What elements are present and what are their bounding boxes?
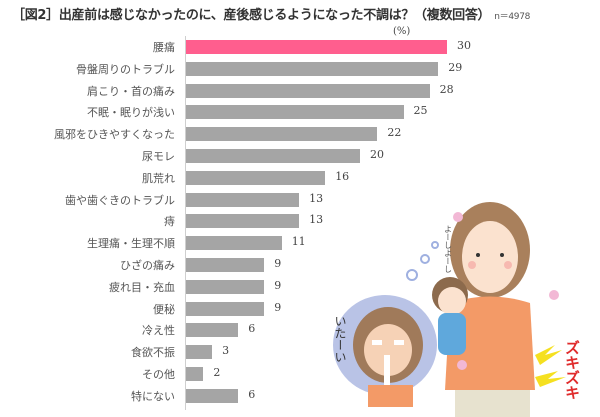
bar-row: 肌荒れ 16 [0, 168, 600, 190]
bar-row: 冷え性 6 [0, 320, 600, 342]
value-label: 2 [213, 366, 221, 379]
bar-row: 不眠・眠りが浅い 25 [0, 102, 600, 124]
bar-row: 肩こり・首の痛み 28 [0, 81, 600, 103]
category-label: 歯や歯ぐきのトラブル [65, 193, 175, 207]
chart-title-text: ［図2］出産前は感じなかったのに、産後感じるようになった不調は？（複数回答） [12, 8, 491, 23]
value-label: 11 [291, 235, 306, 249]
category-label: 腰痛 [153, 41, 175, 54]
bar-row: 疲れ目・充血 9 [0, 277, 600, 299]
bar [186, 388, 239, 403]
category-label: 肌荒れ [142, 171, 175, 185]
category-label: 疲れ目・充血 [109, 280, 175, 294]
value-label: 25 [413, 104, 428, 118]
category-label: 不眠・眠りが浅い [87, 106, 175, 120]
bar [186, 192, 300, 207]
bar-row: 特にない 6 [0, 386, 600, 408]
category-label: 肩こり・首の痛み [87, 84, 175, 98]
chart-title: ［図2］出産前は感じなかったのに、産後感じるようになった不調は？（複数回答） n＝… [12, 4, 530, 23]
bar-row: 腰痛 30 [0, 37, 600, 59]
bar-row: 食欲不振 3 [0, 342, 600, 364]
category-label: 生理痛・生理不順 [87, 237, 175, 251]
bar [186, 367, 204, 381]
bar [186, 83, 430, 98]
bar [186, 279, 265, 294]
bar-row: 便秘 9 [0, 299, 600, 321]
bar [186, 301, 265, 316]
sample-size: n＝4978 [494, 12, 531, 22]
category-label: 骨盤周りのトラブル [76, 62, 175, 76]
value-label: 20 [370, 148, 384, 161]
category-label: ひざの痛み [120, 259, 175, 272]
category-label: 特にない [131, 389, 175, 403]
svg-text:いたーい: いたーい [333, 315, 347, 363]
value-label: 6 [248, 322, 256, 336]
category-label: 冷え性 [142, 324, 175, 338]
svg-text:よーしよーし: よーしよーし [444, 225, 453, 273]
category-label: その他 [142, 368, 175, 381]
value-label: 22 [387, 126, 402, 140]
bar [186, 105, 404, 120]
category-label: 便秘 [153, 302, 175, 316]
value-label: 28 [439, 82, 454, 96]
bar [186, 236, 282, 251]
mother-baby-illustration: ズキズキ よーしよーし いたーい [333, 202, 581, 417]
value-label: 30 [457, 39, 471, 52]
bar [186, 61, 439, 76]
value-label: 3 [222, 344, 230, 358]
svg-text:ズキズキ: ズキズキ [563, 339, 581, 400]
value-label: 9 [274, 278, 282, 292]
value-label: 9 [274, 257, 282, 270]
lightning-icon [535, 345, 562, 365]
value-label: 16 [335, 169, 350, 183]
bar [186, 170, 326, 185]
value-label: 13 [309, 191, 324, 205]
bar [186, 40, 447, 54]
category-label: 風邪をひきやすくなった [54, 128, 175, 142]
value-label: 13 [309, 213, 324, 227]
bar [186, 258, 265, 272]
bar-row: 骨盤周りのトラブル 29 [0, 59, 600, 81]
bar-row: 痔 13 [0, 211, 600, 233]
bar [186, 323, 239, 338]
category-label: 食欲不振 [131, 346, 175, 360]
bar-row: 尿モレ 20 [0, 146, 600, 168]
category-axis [185, 36, 186, 410]
bar-row: ひざの痛み 9 [0, 255, 600, 277]
bar-row: その他 2 [0, 364, 600, 386]
value-label: 6 [248, 387, 256, 401]
bar [186, 214, 300, 229]
category-label: 尿モレ [142, 150, 175, 163]
bar-row: 歯や歯ぐきのトラブル 13 [0, 190, 600, 212]
bar-row: 生理痛・生理不順 11 [0, 233, 600, 255]
bar [186, 149, 360, 163]
category-label: 痔 [164, 215, 175, 229]
bar [186, 127, 378, 142]
bar [186, 345, 213, 360]
unit-label: (%) [393, 26, 411, 37]
bar-row: 風邪をひきやすくなった 22 [0, 124, 600, 146]
value-label: 29 [448, 60, 463, 74]
value-label: 9 [274, 300, 282, 314]
